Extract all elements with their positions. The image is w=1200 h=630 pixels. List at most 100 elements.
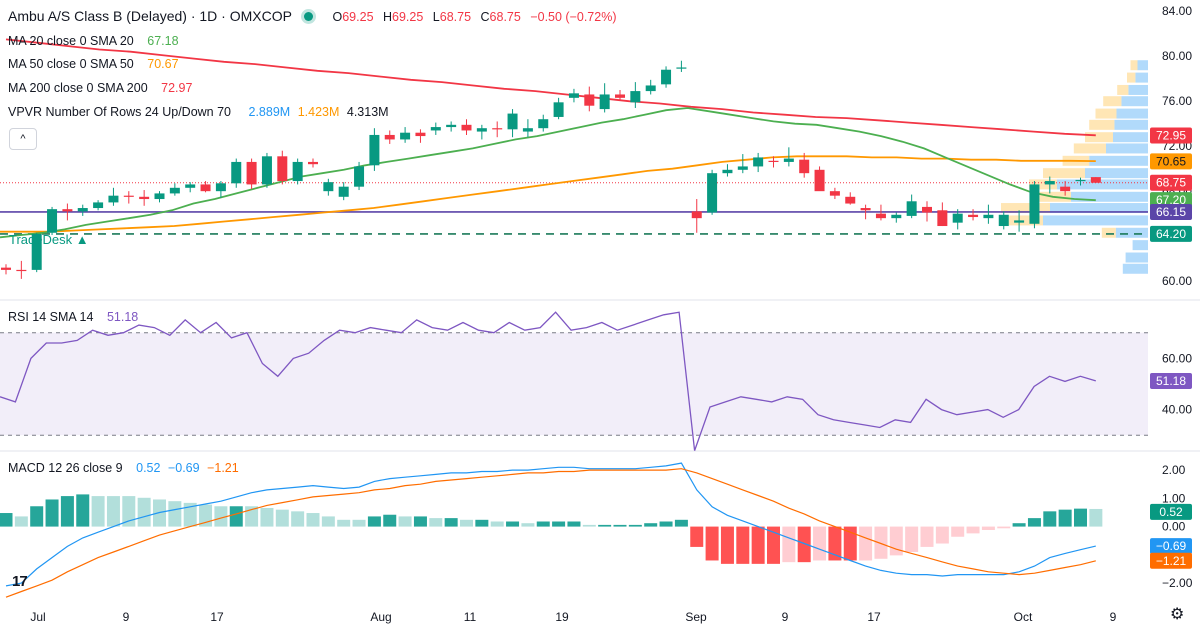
macd-hist-bar: [506, 521, 520, 527]
candle-body: [246, 161, 257, 185]
gear-icon[interactable]: ⚙: [1170, 606, 1185, 623]
macd-signal-value: −0.69: [167, 461, 200, 475]
vpvr-down-bar: [1073, 143, 1106, 154]
candle-body: [400, 132, 411, 140]
candle-body: [354, 166, 365, 187]
ohlc-close: 68.75: [489, 10, 521, 24]
legend-ma200[interactable]: MA 200 close 0 SMA 200 72.97: [8, 80, 196, 96]
macd-hist-bar: [797, 526, 811, 563]
candle-body: [753, 157, 764, 167]
ma20-line: [0, 107, 1096, 239]
candle-body: [891, 214, 902, 219]
candle-body: [768, 160, 779, 163]
ma50-line: [0, 155, 1096, 233]
price-axis-tick: 80.00: [1162, 49, 1192, 63]
macd-hist-bar: [214, 506, 228, 527]
macd-axis-tick: 1.00: [1162, 491, 1186, 505]
price-tag-bg: [1150, 203, 1192, 220]
vpvr-up-bar: [1128, 84, 1148, 95]
legend-rsi[interactable]: RSI 14 SMA 14 51.18: [8, 309, 142, 325]
macd-tag-label: 0.52: [1159, 505, 1183, 519]
macd-hist-bar: [521, 523, 535, 527]
rsi-tag-bg: [1150, 372, 1192, 389]
candle-body: [338, 186, 349, 197]
macd-hist-bar: [751, 526, 765, 564]
candle-body: [169, 187, 180, 194]
macd-hist-bar: [905, 526, 919, 552]
candle-body: [860, 208, 871, 211]
macd-hist-bar: [122, 496, 136, 527]
legend-ma20[interactable]: MA 20 close 0 SMA 20 67.18: [8, 33, 183, 49]
collapse-legend-button[interactable]: ^: [9, 128, 37, 150]
ma200-line: [5, 38, 1096, 137]
candle-body: [952, 213, 963, 223]
vpvr-down-bar: [1101, 227, 1116, 238]
tradedesk-badge[interactable]: TradeDesk ▲: [9, 232, 89, 247]
macd-hist-bar: [91, 496, 105, 527]
candle-body: [16, 269, 27, 272]
macd-hist-bar: [951, 526, 965, 537]
vpvr-up-bar: [1071, 191, 1148, 202]
legend-macd[interactable]: MACD 12 26 close 9 0.52 −0.69 −1.21: [8, 460, 243, 476]
candle-body: [661, 69, 672, 85]
candle-body: [937, 210, 948, 227]
candle-body: [77, 208, 88, 212]
macd-hist-bar: [106, 496, 120, 527]
candle-body: [1014, 220, 1025, 223]
candle-body: [845, 196, 856, 204]
macd-hist-bar: [598, 524, 612, 527]
macd-hist-bar: [352, 519, 366, 527]
candle-body: [1090, 177, 1101, 183]
macd-hist-bar: [398, 516, 412, 527]
macd-hist-bar: [30, 506, 44, 527]
legend-vpvr[interactable]: VPVR Number Of Rows 24 Up/Down 70 2.889M…: [8, 104, 393, 120]
candle-body: [829, 191, 840, 196]
ma20-value: 67.18: [147, 34, 179, 48]
price-tag-label: 66.15: [1156, 205, 1186, 219]
candle-body: [1, 267, 11, 270]
macd-hist-bar: [705, 526, 719, 561]
price-tag-bg: [1150, 225, 1192, 242]
candle-body: [553, 102, 564, 117]
price-tag: 66.15: [1150, 203, 1192, 220]
macd-hist-bar: [1074, 508, 1087, 527]
macd-hist-bar: [674, 519, 688, 527]
candle-body: [799, 159, 810, 174]
candle-body: [983, 214, 994, 219]
macd-hist-bar: [966, 526, 980, 534]
vpvr-up-bar: [1137, 60, 1148, 71]
time-axis-tick: Aug: [370, 610, 391, 624]
macd-hist-bar: [1058, 509, 1072, 527]
price-tag-label: 72.95: [1156, 129, 1186, 143]
candle-body: [476, 128, 487, 132]
vpvr-total: 4.313M: [346, 105, 389, 119]
candle-body: [369, 134, 380, 166]
macd-hist-bar: [60, 496, 74, 527]
vpvr-down: 1.423M: [297, 105, 340, 119]
candle-body: [522, 128, 533, 132]
macd-hist-bar: [291, 511, 305, 527]
legend-ma50[interactable]: MA 50 close 0 SMA 50 70.67: [8, 56, 183, 72]
candle-body: [538, 119, 549, 129]
candle-body: [691, 211, 702, 219]
vpvr-up-bar: [1115, 227, 1148, 238]
rsi-value: 51.18: [106, 310, 139, 324]
candle-body: [430, 127, 441, 131]
ohlc-low-key: L: [432, 10, 440, 24]
macd-hist-bar: [582, 524, 596, 527]
macd-hist-bar: [1012, 523, 1026, 527]
symbol-title[interactable]: Ambu A/S Class B (Delayed) · 1D · OMXCOP: [8, 8, 292, 24]
vpvr-up-bar: [1113, 132, 1148, 143]
price-tag: 72.95: [1150, 127, 1192, 144]
candle-body: [139, 196, 150, 200]
tradingview-logo-icon[interactable]: 17: [12, 573, 28, 590]
vpvr-up-bar: [1125, 252, 1148, 263]
candle-body: [62, 209, 73, 212]
macd-hist-bar: [460, 519, 473, 527]
candle-body: [630, 91, 641, 103]
macd-hist-bar: [935, 526, 949, 544]
time-axis-tick: 19: [555, 610, 569, 624]
macd-hist-bar: [229, 506, 243, 527]
macd-hist-bar: [337, 519, 351, 527]
